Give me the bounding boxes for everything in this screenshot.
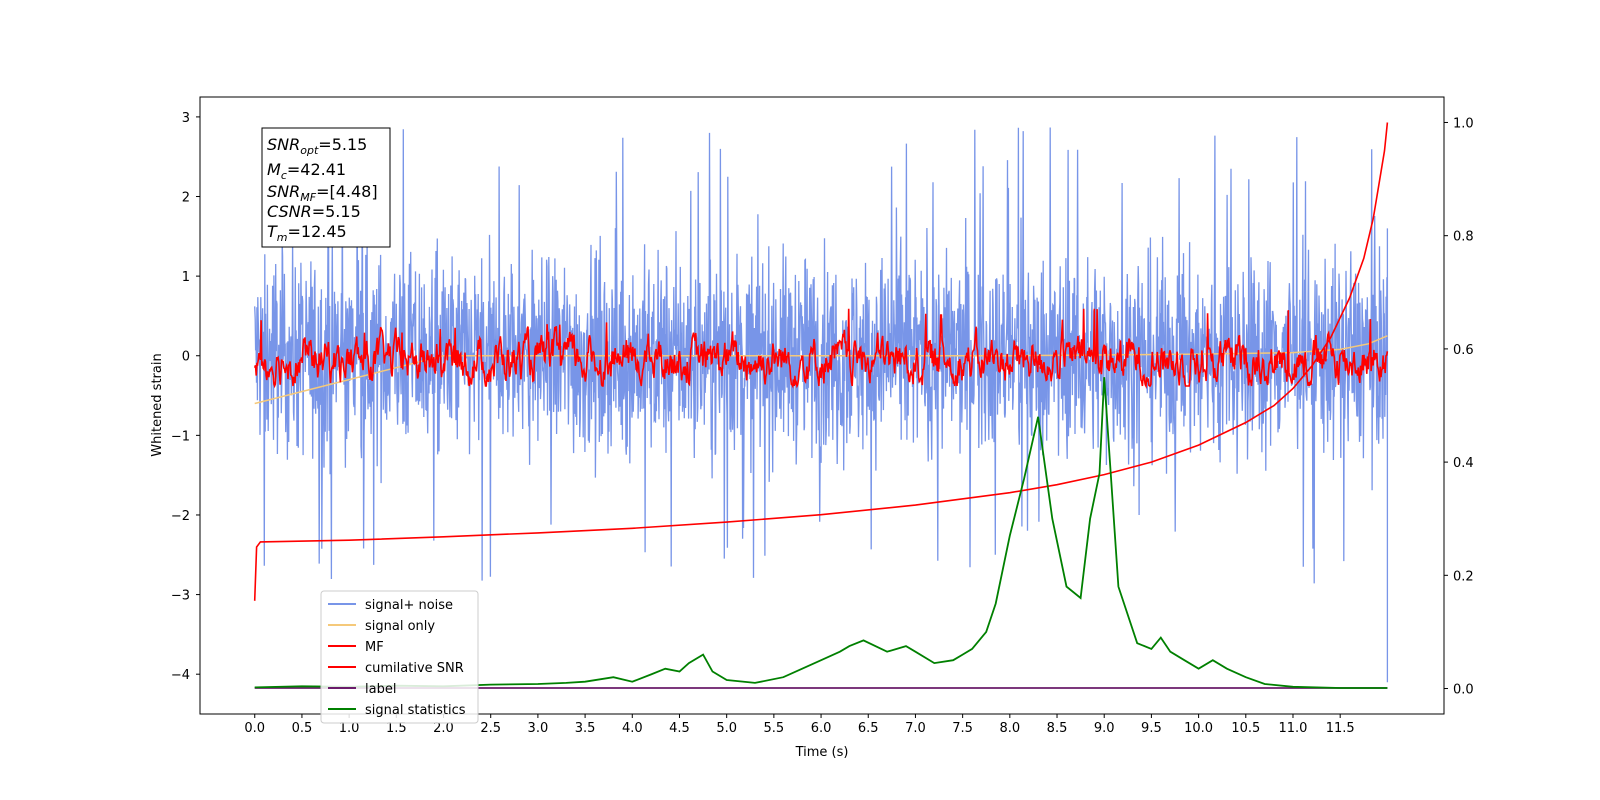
x-tick-label: 3.5 [575, 721, 596, 736]
y-tick-label: 2 [182, 191, 190, 206]
x-tick-label: 1.0 [339, 721, 360, 736]
axes-frame [199, 96, 1445, 715]
x-tick-label: 11.5 [1326, 721, 1355, 736]
y-tick-label: −1 [171, 429, 190, 444]
annotation-tm: Tm=12.45 [267, 222, 347, 244]
x-tick-label: 0.5 [292, 721, 313, 736]
annotation-mc: Mc=42.41 [267, 160, 346, 182]
x-tick-label: 4.5 [669, 721, 690, 736]
x-tick-label: 5.0 [716, 721, 737, 736]
x-tick-label: 9.5 [1141, 721, 1162, 736]
series-mf-line [253, 308, 1389, 389]
annotation-snr-opt: SNRopt=5.15 [267, 135, 367, 157]
x-tick-label: 4.0 [622, 721, 643, 736]
series-signal-noise-line [254, 127, 1389, 683]
series-cumulative-snr-line [253, 122, 1389, 601]
x-tick-label: 10.5 [1231, 721, 1260, 736]
x-tick-label: 7.5 [952, 721, 973, 736]
x-tick-label: 10.0 [1184, 721, 1213, 736]
x-tick-label: 6.0 [811, 721, 832, 736]
series-signal-only-line [254, 335, 1388, 405]
annotation-box: SNRopt=5.15 Mc=42.41 SNRMF=[4.48] CSNR=5… [261, 127, 391, 248]
x-tick-label: 1.5 [386, 721, 407, 736]
x-tick-label: 2.5 [480, 721, 501, 736]
y-tick-label: 3 [182, 111, 190, 126]
series-signal-statistics-line [254, 377, 1388, 689]
x-tick-label: 0.0 [244, 721, 265, 736]
legend-entry-signal-statistics: signal statistics [365, 703, 466, 718]
series-signal-noise [254, 127, 1389, 683]
y-tick-label: 1 [182, 270, 190, 285]
y2-tick-label: 0.4 [1453, 456, 1474, 471]
x-tick-label: 11.0 [1279, 721, 1308, 736]
legend-entry-cumulative-snr: cumilative SNR [365, 661, 464, 676]
y2-tick-label: 0.0 [1453, 683, 1474, 698]
x-tick-label: 7.0 [905, 721, 926, 736]
y2-tick-label: 1.0 [1453, 116, 1474, 131]
x-tick-label: 6.5 [858, 721, 879, 736]
x-tick-label: 2.0 [433, 721, 454, 736]
annotation-snr-mf: SNRMF=[4.48] [267, 182, 378, 204]
y-axis-right: 1.0 0.8 0.6 0.4 0.2 0.0 [1444, 116, 1474, 698]
x-tick-label: 3.0 [528, 721, 549, 736]
x-axis-label: Time (s) [795, 745, 849, 760]
y2-tick-label: 0.8 [1453, 230, 1474, 245]
legend: signal+ noise signal only MF cumilative … [320, 590, 479, 724]
y-axis-left: 3 2 1 0 −1 −2 −3 −4 [171, 111, 200, 683]
y-tick-label: −2 [171, 509, 190, 524]
y-tick-label: −3 [171, 589, 190, 604]
x-tick-label: 8.0 [999, 721, 1020, 736]
y-tick-label: 0 [182, 350, 190, 365]
x-tick-label: 9.0 [1094, 721, 1115, 736]
y2-tick-label: 0.6 [1453, 343, 1474, 358]
annotation-csnr: CSNR=5.15 [267, 202, 361, 221]
legend-entry-signal-noise: signal+ noise [365, 598, 453, 613]
legend-entry-signal-only: signal only [365, 619, 435, 634]
y-tick-label: −4 [171, 668, 190, 683]
legend-entry-label: label [365, 682, 396, 697]
x-tick-label: 5.5 [764, 721, 785, 736]
x-tick-label: 8.5 [1047, 721, 1068, 736]
y-axis-label: Whitened strain [150, 353, 165, 456]
legend-entry-mf: MF [365, 640, 384, 655]
y2-tick-label: 0.2 [1453, 569, 1474, 584]
x-axis: 0.0 0.5 1.0 1.5 2.0 2.5 3.0 3.5 4.0 4.5 5.0 5.5 6.0 6… [244, 714, 1355, 736]
